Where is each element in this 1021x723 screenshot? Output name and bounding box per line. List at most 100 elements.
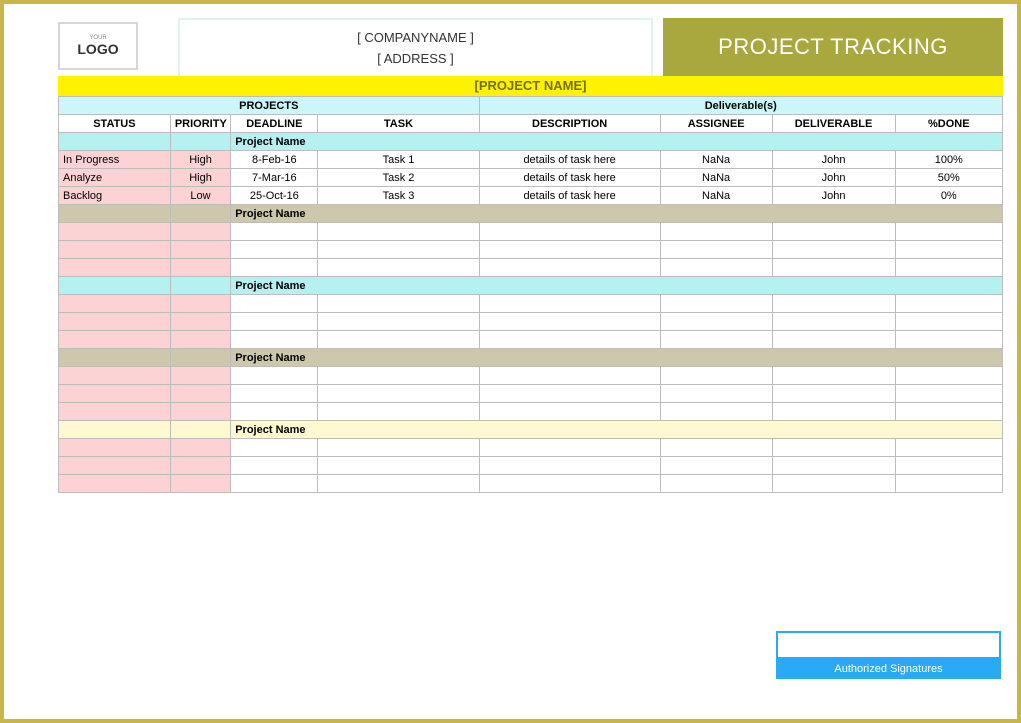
signature-box[interactable] [776,631,1001,659]
cell-deadline[interactable] [231,259,318,277]
cell-pctdone[interactable] [895,367,1002,385]
table-row[interactable] [59,457,1003,475]
cell-pctdone[interactable]: 0% [895,187,1002,205]
cell-description[interactable] [479,295,660,313]
cell-deadline[interactable] [231,313,318,331]
cell-assignee[interactable]: NaNa [660,169,772,187]
cell-pctdone[interactable] [895,403,1002,421]
cell-deliverable[interactable] [772,403,895,421]
cell-description[interactable] [479,475,660,493]
cell-status[interactable] [59,439,171,457]
cell-priority[interactable] [170,403,230,421]
cell-status[interactable]: Analyze [59,169,171,187]
cell-status[interactable] [59,475,171,493]
cell-task[interactable]: Task 2 [318,169,479,187]
cell-deliverable[interactable] [772,367,895,385]
cell-description[interactable] [479,331,660,349]
cell-description[interactable] [479,259,660,277]
cell-priority[interactable] [170,385,230,403]
cell-pctdone[interactable] [895,331,1002,349]
cell-status[interactable] [59,457,171,475]
cell-deliverable[interactable] [772,457,895,475]
table-row[interactable] [59,367,1003,385]
cell-task[interactable] [318,439,479,457]
cell-deadline[interactable]: 8-Feb-16 [231,151,318,169]
cell-description[interactable] [479,367,660,385]
cell-assignee[interactable]: NaNa [660,151,772,169]
cell-priority[interactable] [170,457,230,475]
cell-task[interactable] [318,241,479,259]
cell-priority[interactable] [170,295,230,313]
table-row[interactable] [59,259,1003,277]
cell-deliverable[interactable] [772,331,895,349]
cell-priority[interactable] [170,439,230,457]
cell-assignee[interactable] [660,295,772,313]
cell-deadline[interactable] [231,457,318,475]
cell-pctdone[interactable] [895,457,1002,475]
table-row[interactable] [59,403,1003,421]
cell-assignee[interactable] [660,403,772,421]
cell-status[interactable] [59,385,171,403]
table-row[interactable] [59,241,1003,259]
cell-priority[interactable] [170,331,230,349]
cell-task[interactable] [318,331,479,349]
cell-description[interactable] [479,439,660,457]
cell-pctdone[interactable] [895,241,1002,259]
cell-status[interactable] [59,331,171,349]
cell-deadline[interactable] [231,475,318,493]
cell-status[interactable] [59,403,171,421]
cell-assignee[interactable] [660,439,772,457]
cell-deliverable[interactable]: John [772,169,895,187]
cell-description[interactable] [479,313,660,331]
cell-status[interactable]: In Progress [59,151,171,169]
cell-pctdone[interactable] [895,313,1002,331]
cell-description[interactable]: details of task here [479,151,660,169]
cell-task[interactable]: Task 1 [318,151,479,169]
cell-deliverable[interactable] [772,313,895,331]
table-row[interactable] [59,331,1003,349]
cell-assignee[interactable] [660,457,772,475]
cell-priority[interactable] [170,313,230,331]
cell-deliverable[interactable] [772,295,895,313]
table-row[interactable] [59,385,1003,403]
cell-description[interactable] [479,403,660,421]
cell-task[interactable] [318,403,479,421]
cell-status[interactable] [59,367,171,385]
cell-deadline[interactable]: 7-Mar-16 [231,169,318,187]
cell-deadline[interactable]: 25-Oct-16 [231,187,318,205]
cell-assignee[interactable] [660,367,772,385]
cell-pctdone[interactable]: 100% [895,151,1002,169]
table-row[interactable] [59,439,1003,457]
cell-deadline[interactable] [231,439,318,457]
cell-status[interactable] [59,313,171,331]
cell-deliverable[interactable] [772,385,895,403]
cell-assignee[interactable] [660,241,772,259]
cell-pctdone[interactable] [895,385,1002,403]
cell-status[interactable] [59,241,171,259]
cell-pctdone[interactable] [895,259,1002,277]
cell-priority[interactable]: High [170,169,230,187]
cell-task[interactable] [318,367,479,385]
cell-deliverable[interactable] [772,439,895,457]
cell-deadline[interactable] [231,367,318,385]
cell-task[interactable] [318,385,479,403]
cell-deadline[interactable] [231,385,318,403]
cell-description[interactable] [479,223,660,241]
cell-pctdone[interactable]: 50% [895,169,1002,187]
cell-pctdone[interactable] [895,439,1002,457]
cell-description[interactable]: details of task here [479,169,660,187]
cell-description[interactable] [479,241,660,259]
table-row[interactable]: In ProgressHigh8-Feb-16Task 1details of … [59,151,1003,169]
cell-description[interactable]: details of task here [479,187,660,205]
cell-deliverable[interactable]: John [772,187,895,205]
cell-assignee[interactable] [660,223,772,241]
cell-deliverable[interactable] [772,475,895,493]
cell-deadline[interactable] [231,241,318,259]
cell-deliverable[interactable]: John [772,151,895,169]
cell-task[interactable] [318,313,479,331]
cell-task[interactable]: Task 3 [318,187,479,205]
cell-assignee[interactable] [660,313,772,331]
cell-assignee[interactable] [660,259,772,277]
cell-priority[interactable] [170,367,230,385]
cell-pctdone[interactable] [895,475,1002,493]
